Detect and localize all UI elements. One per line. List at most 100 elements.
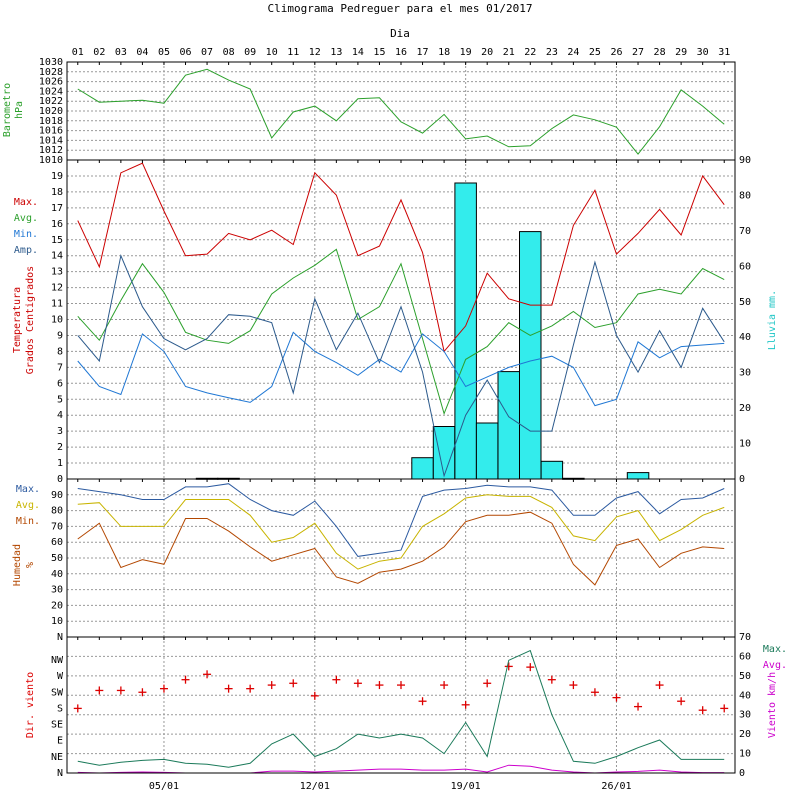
humidity-ylabel: Humedad (12, 544, 23, 586)
wind-speed-tick-label: 0 (739, 768, 745, 779)
temp-tick-label: 0 (57, 474, 63, 485)
temp-tick-label: 14 (51, 251, 63, 262)
wind-line-max (77, 649, 725, 768)
text-layer: 01 02 03 04 05 06 07 08 09 10 11 12 13 14 15 16 17 18 19 20… (2, 47, 787, 792)
wind-dir-tick-label: SE (51, 720, 63, 731)
wind-direction-mark (461, 700, 470, 709)
wind-direction-mark (677, 697, 686, 706)
wind-dir-tick-label: E (57, 736, 63, 747)
humidity-legend-item: Avg. (16, 500, 40, 511)
temp-ylabel: Temperatura (12, 287, 23, 353)
day-label: 28 (654, 47, 666, 58)
temp-tick-label: 15 (51, 235, 63, 246)
day-label: 08 (223, 47, 235, 58)
temp-tick-label: 17 (51, 203, 63, 214)
temp-tick-label: 4 (57, 410, 63, 421)
pressure-tick-label: 1014 (39, 135, 63, 146)
data-layer (73, 68, 729, 774)
temp-tick-label: 5 (57, 394, 63, 405)
temp-tick-label: 16 (51, 219, 63, 230)
wind-dir-tick-label: S (57, 703, 63, 714)
wind-direction-mark (289, 679, 298, 688)
pressure-tick-label: 1024 (39, 86, 63, 97)
day-label: 31 (718, 47, 730, 58)
humidity-tick-label: 60 (51, 537, 63, 548)
day-label: 15 (373, 47, 385, 58)
wind-direction-mark (73, 704, 82, 713)
wind-speed-tick-label: 70 (739, 632, 751, 643)
wind-direction-mark (181, 675, 190, 684)
wind-speed-tick-label: 10 (739, 749, 751, 760)
temp-line-max (77, 162, 725, 353)
rain-tick-label: 70 (739, 226, 751, 237)
day-label: 23 (546, 47, 558, 58)
chart-title: Climograma Pedreguer para el mes 01/2017 (268, 2, 533, 15)
humidity-line-avg (77, 494, 725, 570)
day-axis-label: Dia (390, 27, 410, 40)
temp-legend-item: Avg. (14, 213, 38, 224)
day-label: 22 (524, 47, 536, 58)
day-label: 19 (460, 47, 472, 58)
temp-tick-label: 12 (51, 283, 63, 294)
temp-ylabel-unit: Grados Centigrados (25, 266, 36, 374)
rain-tick-label: 10 (739, 439, 751, 450)
humidity-tick-label: 50 (51, 553, 63, 564)
wind-direction-mark (224, 684, 233, 693)
rain-bar (519, 231, 542, 480)
day-label: 30 (697, 47, 709, 58)
pressure-tick-label: 1018 (39, 116, 63, 127)
pressure-tick-label: 1020 (39, 106, 63, 117)
wind-dir-tick-label: N (57, 768, 63, 779)
wind-dir-tick-label: NW (51, 655, 64, 666)
wind-direction-mark (310, 691, 319, 700)
temp-line-amp (77, 254, 725, 478)
wind-direction-mark (418, 697, 427, 706)
humidity-tick-label: 10 (51, 616, 63, 627)
humidity-legend-item: Min. (16, 516, 40, 527)
rain-tick-label: 80 (739, 190, 751, 201)
temp-legend-item: Max. (14, 197, 38, 208)
day-label: 26 (610, 47, 622, 58)
day-label: 04 (136, 47, 148, 58)
rain-bar (454, 182, 477, 480)
humidity-tick-label: 40 (51, 569, 63, 580)
day-label: 12 (309, 47, 321, 58)
wind-direction-mark (159, 684, 168, 693)
day-label: 10 (266, 47, 278, 58)
pressure-tick-label: 1028 (39, 67, 63, 78)
temp-tick-label: 9 (57, 330, 63, 341)
pressure-tick-label: 1012 (39, 145, 63, 156)
wind-legend-item: Max. (763, 644, 787, 655)
rain-bar (540, 460, 564, 480)
wind-direction-mark (138, 688, 147, 697)
wind-direction-mark (590, 688, 599, 697)
humidity-ylabel-unit: % (25, 562, 36, 568)
pressure-ylabel: Barometro (2, 83, 13, 137)
rain-ylabel: Lluvia mm. (767, 290, 778, 350)
rain-tick-label: 20 (739, 403, 751, 414)
humidity-tick-label: 90 (51, 490, 63, 501)
day-label: 21 (503, 47, 515, 58)
temp-tick-label: 18 (51, 187, 63, 198)
humidity-tick-label: 70 (51, 521, 63, 532)
wind-speed-tick-label: 60 (739, 651, 751, 662)
rain-bar (475, 422, 499, 480)
wind-legend-item: Avg. (763, 660, 787, 671)
day-label: 25 (589, 47, 601, 58)
axes-layer (66, 61, 736, 774)
humidity-tick-label: 20 (51, 600, 63, 611)
rain-tick-label: 0 (739, 474, 745, 485)
humidity-tick-label: 80 (51, 506, 63, 517)
wind-direction-mark (95, 686, 104, 695)
temp-tick-label: 13 (51, 267, 63, 278)
day-label: 05 (158, 47, 170, 58)
pressure-tick-label: 1016 (39, 126, 63, 137)
rain-bar (497, 371, 520, 480)
rain-tick-label: 40 (739, 332, 751, 343)
wind-speed-ylabel: Viento km/h (767, 672, 778, 738)
rain-tick-label: 30 (739, 368, 751, 379)
day-label: 06 (179, 47, 191, 58)
week-date-label: 19/01 (451, 781, 481, 792)
wind-direction-mark (504, 662, 513, 671)
pressure-tick-label: 1010 (39, 155, 63, 166)
